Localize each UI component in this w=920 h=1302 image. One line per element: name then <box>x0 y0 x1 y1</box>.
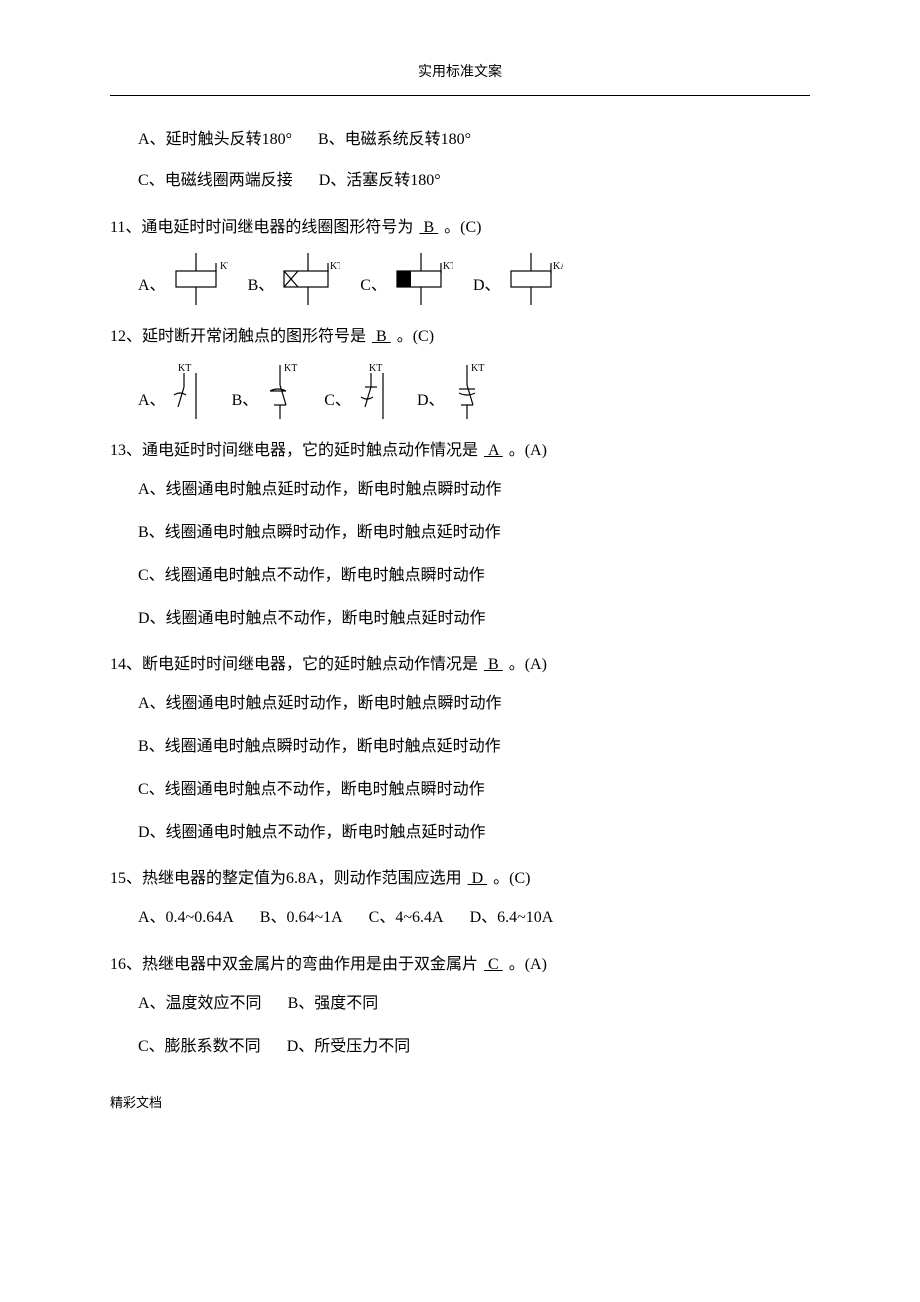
q10-opt-a: A、延时触头反转180° <box>138 126 292 155</box>
q13-text: 13、通电延时时间继电器，它的延时触点动作情况是 A 。(A) <box>110 437 810 466</box>
q10-options: A、延时触头反转180° B、电磁系统反转180° C、电磁线圈两端反接 D、活… <box>110 126 810 196</box>
footer-text: 精彩文档 <box>110 1095 162 1110</box>
svg-text:KT: KT <box>369 363 382 374</box>
svg-text:KT: KT <box>284 363 297 374</box>
q15-opt-d: D、6.4~10A <box>470 904 554 933</box>
q14-opt-b: B、线圈通电时触点瞬时动作，断电时触点延时动作 <box>138 733 810 762</box>
svg-text:KT: KT <box>178 363 191 374</box>
q16-text: 16、热继电器中双金属片的弯曲作用是由于双金属片 C 。(A) <box>110 951 810 980</box>
svg-text:KT: KT <box>330 261 340 272</box>
q14-opt-c: C、线圈通电时触点不动作，断电时触点瞬时动作 <box>138 776 810 805</box>
q14-text: 14、断电延时时间继电器，它的延时触点动作情况是 B 。(A) <box>110 651 810 680</box>
q11-opt-c-label: C、 <box>360 272 387 305</box>
q12-opt-c-label: C、 <box>324 387 351 420</box>
q14: 14、断电延时时间继电器，它的延时触点动作情况是 B 。(A) A、线圈通电时触… <box>110 651 810 847</box>
q11-text: 11、通电延时时间继电器的线圈图形符号为 B 。(C) <box>110 214 810 243</box>
q11-symbols-row: A、 KT B、 KT C、 <box>110 253 810 305</box>
page-header: 实用标准文案 <box>110 60 810 85</box>
q14-opt-a: A、线圈通电时触点延时动作，断电时触点瞬时动作 <box>138 690 810 719</box>
coil-symbol-a: KT <box>172 253 228 305</box>
svg-text:KT: KT <box>443 261 453 272</box>
q13-opt-c: C、线圈通电时触点不动作，断电时触点瞬时动作 <box>138 562 810 591</box>
q10-opt-c: C、电磁线圈两端反接 <box>138 167 293 196</box>
q12-opt-d-label: D、 <box>417 387 445 420</box>
q16: 16、热继电器中双金属片的弯曲作用是由于双金属片 C 。(A) A、温度效应不同… <box>110 951 810 1061</box>
q12-text: 12、延时断开常闭触点的图形符号是 B 。(C) <box>110 323 810 352</box>
contact-symbol-c: KT <box>357 361 397 419</box>
q12-opt-b-label: B、 <box>232 387 259 420</box>
coil-symbol-b: KT <box>280 253 340 305</box>
q13-opt-b: B、线圈通电时触点瞬时动作，断电时触点延时动作 <box>138 519 810 548</box>
coil-symbol-c: KT <box>393 253 453 305</box>
q11-opt-a-label: A、 <box>138 272 166 305</box>
q11: 11、通电延时时间继电器的线圈图形符号为 B 。(C) A、 KT B、 KT <box>110 214 810 305</box>
svg-text:KT: KT <box>471 363 484 374</box>
q16-opt-b: B、强度不同 <box>288 990 379 1019</box>
header-title: 实用标准文案 <box>418 65 502 80</box>
q13-opt-a: A、线圈通电时触点延时动作，断电时触点瞬时动作 <box>138 476 810 505</box>
contact-symbol-b: KT <box>264 361 304 419</box>
q15-opt-a: A、0.4~0.64A <box>138 904 234 933</box>
svg-text:KT: KT <box>220 261 228 272</box>
contact-symbol-d: KT <box>451 361 491 419</box>
svg-text:KA: KA <box>553 261 563 272</box>
q13-opt-d: D、线圈通电时触点不动作，断电时触点延时动作 <box>138 605 810 634</box>
q16-opt-d: D、所受压力不同 <box>287 1033 411 1062</box>
header-divider <box>110 95 810 96</box>
q10-opt-b: B、电磁系统反转180° <box>318 126 471 155</box>
q14-opt-d: D、线圈通电时触点不动作，断电时触点延时动作 <box>138 819 810 848</box>
q11-opt-b-label: B、 <box>248 272 275 305</box>
q11-opt-d-label: D、 <box>473 272 501 305</box>
page-footer: 精彩文档 <box>110 1091 810 1114</box>
q15-opt-c: C、4~6.4A <box>369 904 444 933</box>
q10-opt-d: D、活塞反转180° <box>319 167 441 196</box>
q16-opt-c: C、膨胀系数不同 <box>138 1033 261 1062</box>
q15-text: 15、热继电器的整定值为6.8A，则动作范围应选用 D 。(C) <box>110 865 810 894</box>
q12-symbols-row: A、 KT B、 KT C、 KT <box>110 361 810 419</box>
q16-opt-a: A、温度效应不同 <box>138 990 262 1019</box>
coil-symbol-d: KA <box>507 253 563 305</box>
contact-symbol-a: KT <box>172 361 212 419</box>
q15-opt-b: B、0.64~1A <box>260 904 343 933</box>
q12-opt-a-label: A、 <box>138 387 166 420</box>
q12: 12、延时断开常闭触点的图形符号是 B 。(C) A、 KT B、 KT <box>110 323 810 420</box>
q13: 13、通电延时时间继电器，它的延时触点动作情况是 A 。(A) A、线圈通电时触… <box>110 437 810 633</box>
q15: 15、热继电器的整定值为6.8A，则动作范围应选用 D 。(C) A、0.4~0… <box>110 865 810 933</box>
